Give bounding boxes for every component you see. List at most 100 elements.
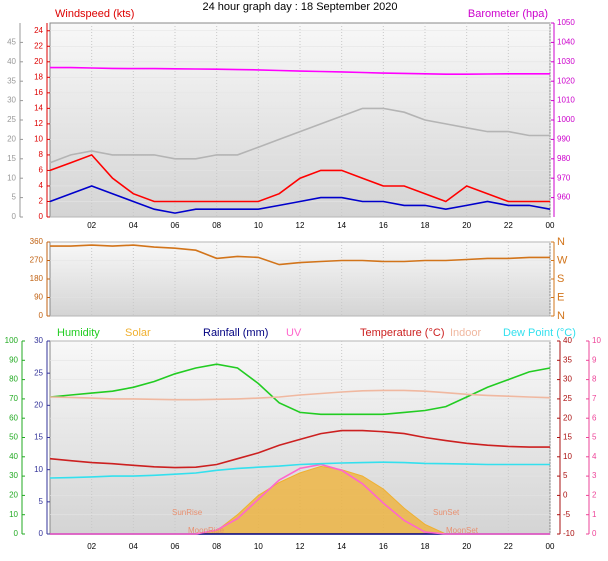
y-tick-label: 70 xyxy=(9,394,18,403)
x-tick-label: 12 xyxy=(296,542,305,551)
x-tick-label: 02 xyxy=(87,542,96,551)
y-tick-label: 5 xyxy=(592,433,597,442)
y-tick-label: 10 xyxy=(9,510,18,519)
y-tick-label: S xyxy=(557,273,564,285)
x-tick-label: 10 xyxy=(254,542,263,551)
x-tick-label: 08 xyxy=(212,542,221,551)
line xyxy=(49,107,550,164)
x-tick-label: 10 xyxy=(254,221,263,230)
y-tick-label: 30 xyxy=(34,336,43,345)
y-tick-label: 6 xyxy=(39,166,44,175)
y-tick-label: 0 xyxy=(592,529,597,538)
y-tick-label: 4 xyxy=(39,181,44,190)
y-tick-label: 7 xyxy=(592,394,597,403)
x-tick-label: 18 xyxy=(421,221,430,230)
y-tick-label: 1 xyxy=(592,510,597,519)
y-tick-label: 90 xyxy=(34,293,43,302)
line xyxy=(49,429,550,469)
y-tick-label: 1000 xyxy=(557,115,575,124)
y-tick-label: 20 xyxy=(7,135,16,144)
x-tick-label: 04 xyxy=(129,542,138,551)
y-tick-label: 50 xyxy=(9,433,18,442)
y-tick-label: 40 xyxy=(7,57,16,66)
x-tick-label: 22 xyxy=(504,542,513,551)
legend-entry: Solar xyxy=(125,327,151,339)
y-tick-label: N xyxy=(557,310,565,322)
y-tick-label: 18 xyxy=(34,72,43,81)
x-tick-label: 08 xyxy=(212,221,221,230)
annotation: SunSet xyxy=(433,508,460,517)
line xyxy=(50,66,550,75)
y-tick-label: 30 xyxy=(563,375,572,384)
x-tick-label: 14 xyxy=(337,542,346,551)
x-tick-label: 06 xyxy=(171,221,180,230)
y-tick-label: 10 xyxy=(34,135,43,144)
y-tick-label: 1030 xyxy=(557,57,575,66)
y-tick-label: 0 xyxy=(39,529,44,538)
x-tick-label: 16 xyxy=(379,542,388,551)
y-tick-label: 30 xyxy=(7,96,16,105)
y-tick-label: 1050 xyxy=(557,18,575,27)
y-tick-label: 15 xyxy=(7,154,16,163)
y-tick-label: 15 xyxy=(563,433,572,442)
y-tick-label: 12 xyxy=(34,119,43,128)
y-tick-label: 10 xyxy=(7,173,16,182)
y-tick-label: 2 xyxy=(592,491,597,500)
y-tick-label: 1010 xyxy=(557,96,575,105)
legend-entry: Dew Point (°C) xyxy=(503,327,576,339)
y-tick-label: 20 xyxy=(9,491,18,500)
y-tick-label: 980 xyxy=(557,154,571,163)
y-tick-label: 35 xyxy=(563,355,572,364)
y-tick-label: 20 xyxy=(34,57,43,66)
line xyxy=(50,244,550,266)
y-tick-label: 45 xyxy=(7,38,16,47)
y-tick-label: 8 xyxy=(592,375,597,384)
line xyxy=(49,185,551,214)
x-tick-label: 02 xyxy=(87,221,96,230)
x-tick-label: 20 xyxy=(462,542,471,551)
y-tick-label: 270 xyxy=(30,256,44,265)
plot-area xyxy=(49,22,551,218)
y-tick-label: 15 xyxy=(34,433,43,442)
legend-entry: Indoor xyxy=(450,327,482,339)
x-tick-label: 16 xyxy=(379,221,388,230)
x-tick-label: 00 xyxy=(546,221,555,230)
annotation: MoonRise xyxy=(188,526,225,535)
x-tick-label: 12 xyxy=(296,221,305,230)
y-tick-label: 180 xyxy=(30,274,44,283)
y-tick-label: 0 xyxy=(563,491,568,500)
y-tick-label: 0 xyxy=(14,529,19,538)
y-tick-label: 9 xyxy=(592,355,597,364)
y-tick-label: 20 xyxy=(34,400,43,409)
y-tick-label: 90 xyxy=(9,355,18,364)
y-tick-label: 990 xyxy=(557,135,571,144)
y-tick-label: 24 xyxy=(34,26,43,35)
y-tick-label: 14 xyxy=(34,103,43,112)
x-tick-label: 06 xyxy=(171,542,180,551)
y-tick-label: 5 xyxy=(563,471,568,480)
y-tick-label: 80 xyxy=(9,375,18,384)
y-tick-label: 40 xyxy=(9,452,18,461)
y-tick-label: -5 xyxy=(563,510,571,519)
y-tick-label: 25 xyxy=(7,115,16,124)
legend-entry: Humidity xyxy=(57,327,100,339)
legend-entry: UV xyxy=(286,327,302,339)
y-tick-label: 22 xyxy=(34,41,43,50)
x-tick-label: 14 xyxy=(337,221,346,230)
y-tick-label: 20 xyxy=(563,413,572,422)
y-tick-label: 360 xyxy=(30,237,44,246)
y-tick-label: E xyxy=(557,291,564,303)
y-tick-label: 1020 xyxy=(557,76,575,85)
line xyxy=(49,153,550,203)
line xyxy=(50,463,550,535)
x-tick-label: 04 xyxy=(129,221,138,230)
y-tick-label: 6 xyxy=(592,413,597,422)
x-tick-label: 20 xyxy=(462,221,471,230)
y-tick-label: 10 xyxy=(563,452,572,461)
line xyxy=(49,389,551,401)
line xyxy=(49,363,551,416)
y-tick-label: 0 xyxy=(39,311,44,320)
y-tick-label: 16 xyxy=(34,88,43,97)
x-tick-label: 18 xyxy=(421,542,430,551)
y-tick-label: 2 xyxy=(39,197,44,206)
